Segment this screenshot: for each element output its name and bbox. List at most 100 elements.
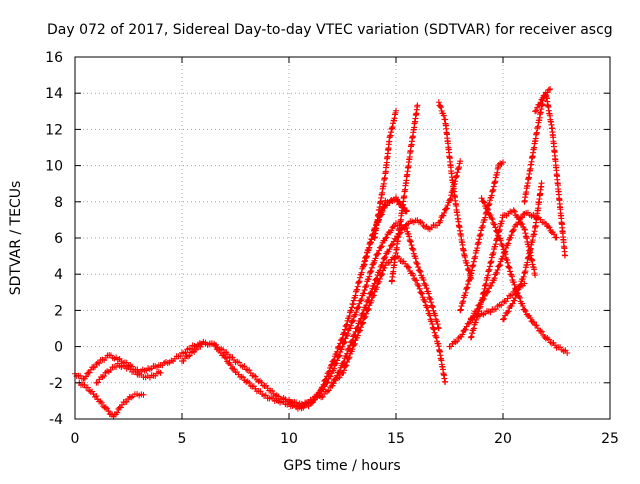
y-tick-label: 10	[45, 159, 63, 175]
data-point	[510, 207, 517, 214]
data-point	[100, 403, 107, 410]
data-point	[341, 339, 348, 346]
data-point	[352, 311, 359, 318]
series-arc-9	[371, 107, 399, 241]
data-point	[464, 281, 471, 288]
data-point	[488, 214, 495, 221]
data-point	[368, 239, 375, 246]
data-point	[433, 334, 440, 341]
data-point	[323, 380, 330, 387]
data-point	[504, 295, 511, 302]
data-point	[348, 304, 355, 311]
data-point	[222, 355, 229, 362]
data-point	[366, 273, 373, 280]
data-point	[509, 227, 516, 234]
data-point	[455, 165, 462, 172]
data-point	[494, 266, 501, 273]
data-point	[435, 324, 442, 331]
x-tick-label: 15	[387, 431, 405, 447]
data-point	[466, 277, 473, 284]
data-point	[442, 206, 449, 213]
data-point	[522, 308, 529, 315]
y-tick-label: 2	[54, 303, 63, 319]
data-point	[342, 362, 349, 369]
data-point	[493, 269, 500, 276]
data-point	[505, 308, 512, 315]
data-point	[464, 262, 471, 269]
data-point	[489, 251, 496, 258]
data-point	[256, 377, 263, 384]
data-point	[464, 284, 471, 291]
data-point	[355, 279, 362, 286]
data-point	[412, 255, 419, 262]
data-point	[347, 322, 354, 329]
data-point	[414, 260, 421, 267]
data-point	[545, 223, 552, 230]
data-point	[454, 169, 461, 176]
series-arc-19	[467, 280, 528, 323]
data-point	[435, 325, 442, 332]
data-point	[388, 227, 395, 234]
data-point	[378, 271, 385, 278]
data-point	[428, 318, 435, 325]
data-point	[417, 268, 424, 275]
y-tick-label: 16	[45, 50, 63, 66]
data-point	[482, 214, 489, 221]
data-point	[93, 360, 100, 367]
data-point	[361, 287, 368, 294]
data-point	[350, 301, 357, 308]
data-point	[453, 172, 460, 179]
data-point	[537, 100, 544, 107]
tick-layer: 0 5 10 15 20 25 -4 -2 0 2 4 6 8 10 12 14 16	[45, 50, 619, 447]
data-point	[423, 285, 430, 292]
data-point	[114, 409, 121, 416]
chart-title: Day 072 of 2017, Sidereal Day-to-day VTE…	[47, 22, 613, 38]
data-point	[431, 326, 438, 333]
data-point	[534, 325, 541, 332]
data-point	[354, 304, 361, 311]
data-point	[378, 243, 385, 250]
data-point	[416, 267, 423, 274]
data-point	[489, 216, 496, 223]
data-point	[379, 271, 386, 278]
data-point	[472, 319, 479, 326]
data-point	[491, 275, 498, 282]
data-point	[344, 358, 351, 365]
data-point	[457, 158, 464, 165]
series-arc-7	[328, 253, 449, 386]
data-point	[94, 359, 101, 366]
data-point	[229, 354, 236, 361]
data-point	[354, 286, 361, 293]
data-point	[545, 86, 552, 93]
data-point	[351, 340, 358, 347]
data-point	[113, 364, 120, 371]
series-arc-2	[76, 379, 147, 420]
data-point	[341, 367, 348, 374]
data-point	[356, 300, 363, 307]
data-point	[486, 200, 493, 207]
data-point	[327, 362, 334, 369]
data-point	[83, 373, 90, 380]
data-point	[440, 212, 447, 219]
data-point	[488, 192, 495, 199]
data-point	[461, 292, 468, 299]
data-point	[90, 364, 97, 371]
data-point	[319, 393, 326, 400]
data-point	[305, 400, 312, 407]
series-arc-12	[446, 209, 560, 350]
y-tick-label: 0	[54, 340, 63, 356]
data-point	[532, 108, 539, 115]
data-point	[373, 284, 380, 291]
data-point	[553, 234, 560, 241]
data-point	[372, 255, 379, 262]
data-point	[364, 307, 371, 314]
data-point	[530, 319, 537, 326]
data-point	[357, 324, 364, 331]
data-point	[551, 231, 558, 238]
data-point	[504, 257, 511, 264]
data-point	[485, 288, 492, 295]
data-point	[363, 253, 370, 260]
data-point	[509, 291, 516, 298]
data-point	[441, 209, 448, 216]
data-point	[360, 262, 367, 269]
